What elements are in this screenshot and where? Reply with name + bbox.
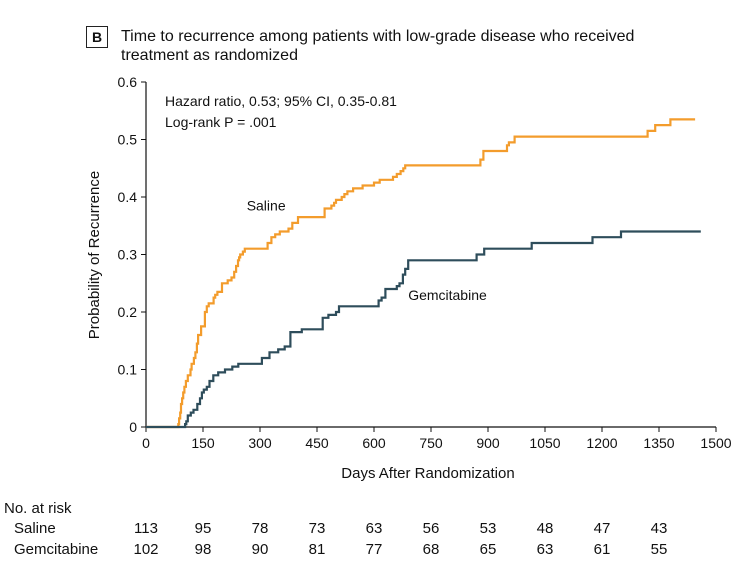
risk-count: 77 [366, 541, 383, 558]
y-tick-label: 0.1 [118, 362, 138, 378]
x-tick-label: 600 [362, 435, 386, 451]
risk-count: 102 [133, 541, 158, 558]
y-tick-label: 0 [129, 419, 137, 435]
x-tick-label: 1500 [700, 435, 731, 451]
hazard-ratio-annotation: Hazard ratio, 0.53; 95% CI, 0.35-0.81 [165, 93, 397, 109]
gemcitabine-curve-label: Gemcitabine [408, 287, 487, 303]
risk-count: 61 [594, 541, 611, 558]
x-tick-label: 750 [419, 435, 443, 451]
x-tick-label: 300 [248, 435, 272, 451]
gemcitabine-curve [146, 230, 701, 429]
x-tick-label: 1200 [586, 435, 617, 451]
risk-count: 90 [252, 541, 269, 558]
risk-count: 65 [480, 541, 497, 558]
x-axis-label: Days After Randomization [341, 465, 514, 482]
risk-count: 53 [480, 520, 497, 537]
risk-count: 56 [423, 520, 440, 537]
risk-count: 48 [537, 520, 554, 537]
risk-row-label: Saline [14, 520, 56, 537]
risk-count: 43 [651, 520, 668, 537]
saline-curve [146, 118, 696, 429]
y-tick-label: 0.4 [118, 189, 138, 205]
risk-count: 95 [195, 520, 212, 537]
chart-title: Time to recurrence among patients with l… [121, 28, 635, 64]
risk-count: 113 [134, 520, 158, 537]
risk-count: 63 [537, 541, 554, 558]
panel-label: B [86, 26, 108, 48]
risk-count: 68 [423, 541, 440, 558]
risk-count: 55 [651, 541, 668, 558]
x-tick-label: 1350 [643, 435, 674, 451]
risk-count: 78 [252, 520, 269, 537]
logrank-annotation: Log-rank P = .001 [165, 114, 277, 130]
risk-count: 81 [309, 541, 326, 558]
x-tick-label: 1050 [529, 435, 560, 451]
x-tick-label: 450 [305, 435, 329, 451]
y-axis-label: Probability of Recurrence [86, 171, 103, 339]
y-tick-label: 0.5 [118, 132, 138, 148]
y-tick-label: 0.3 [118, 247, 138, 263]
saline-curve-label: Saline [247, 198, 286, 214]
risk-count: 73 [309, 520, 326, 537]
risk-count: 98 [195, 541, 212, 558]
risk-count: 47 [594, 520, 611, 537]
y-tick-label: 0.6 [118, 74, 138, 90]
risk-row-label: Gemcitabine [14, 541, 98, 558]
x-tick-label: 0 [142, 435, 150, 451]
risk-count: 63 [366, 520, 383, 537]
y-tick-label: 0.2 [118, 304, 138, 320]
risk-table-header: No. at risk [4, 500, 72, 517]
x-tick-label: 900 [476, 435, 500, 451]
x-tick-label: 150 [191, 435, 215, 451]
